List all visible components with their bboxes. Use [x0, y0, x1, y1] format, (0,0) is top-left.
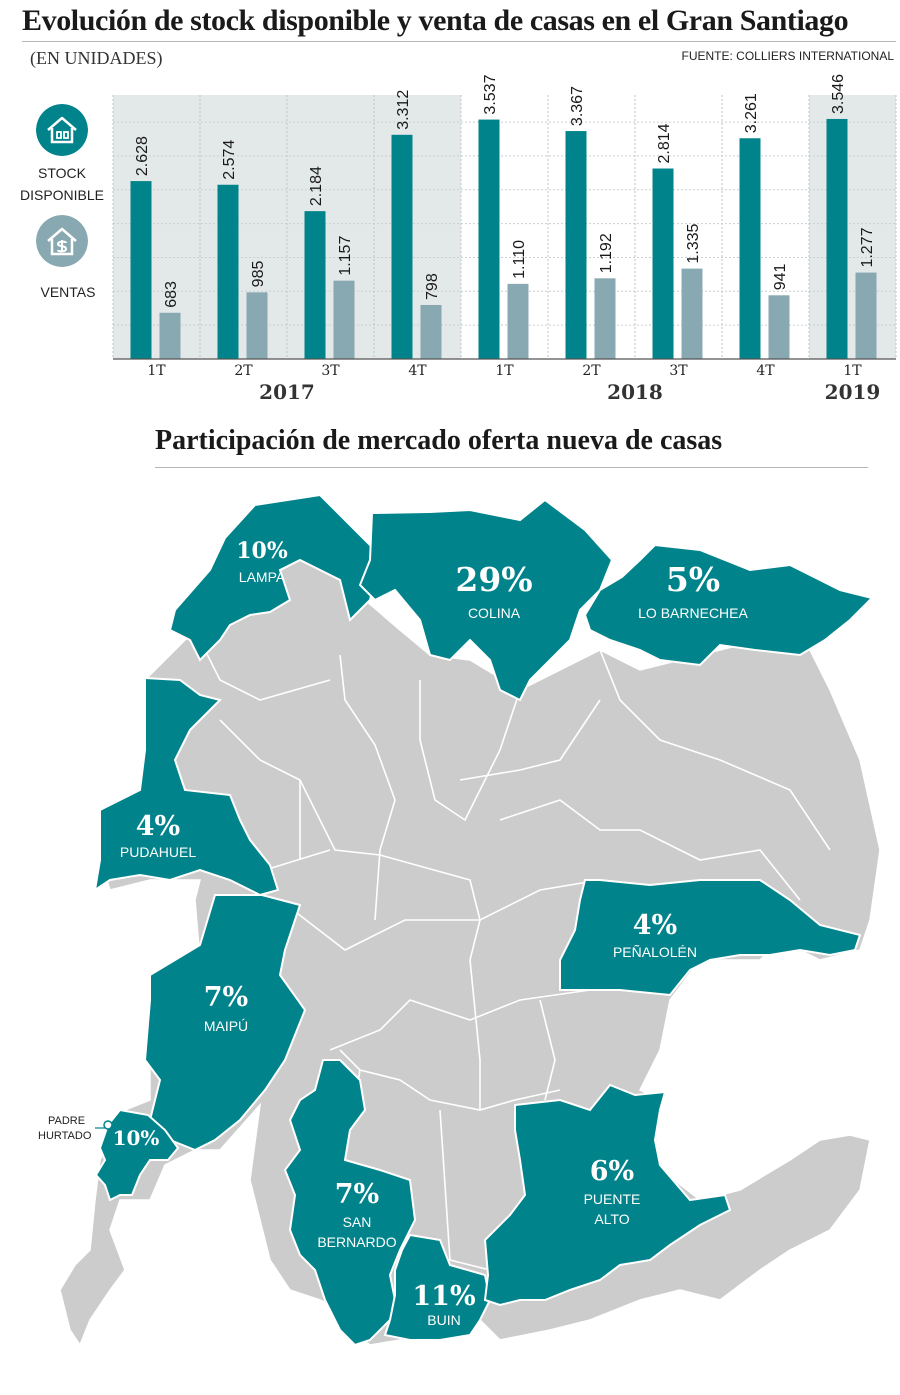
quarter-tick-label: 4T [756, 363, 775, 379]
bar-stock [130, 181, 152, 359]
bar-stock [391, 134, 413, 359]
bar-stock [217, 184, 239, 359]
house-dollar-icon [36, 215, 88, 267]
commune-name-penalolen: PEÑALOLÉN [613, 944, 697, 960]
quarter-tick-label: 3T [669, 363, 688, 379]
commune-shape-penalolen [559, 879, 862, 997]
source-note: FUENTE: COLLIERS INTERNATIONAL [681, 49, 894, 63]
commune-name-pudahuel: PUDAHUEL [120, 844, 196, 860]
bar-stock [652, 168, 674, 359]
commune-shape-lampa [168, 493, 382, 662]
bar-sales [246, 292, 268, 359]
map-title-rule [155, 467, 868, 468]
bar-sales [507, 283, 529, 359]
sales-value-label: 683 [163, 281, 180, 308]
commune-pct-puente-alto: 6% [590, 1156, 634, 1187]
sales-value-label: 1.277 [859, 227, 876, 267]
commune-shape-colina [358, 498, 614, 702]
commune-shape-puente-alto [483, 1083, 732, 1307]
legend-sales-label: VENTAS [40, 284, 96, 300]
stock-value-label: 3.261 [743, 93, 760, 133]
commune-name-lampa: LAMPA [239, 569, 286, 585]
stock-value-label: 2.574 [221, 140, 238, 180]
callout-dot [103, 1120, 113, 1130]
sales-value-label: 798 [424, 273, 441, 300]
commune-name-puente-alto: ALTO [594, 1211, 629, 1227]
commune-pct-lampa: 10% [236, 538, 288, 564]
quarter-tick-label: 4T [408, 363, 427, 379]
commune-name-lo-barnechea: LO BARNECHEA [638, 605, 748, 621]
stock-value-label: 2.628 [134, 136, 151, 176]
legend-stock-label: STOCK DISPONIBLE [19, 165, 105, 203]
bar-sales [159, 312, 181, 359]
commune-shape-buin [383, 1233, 492, 1341]
commune-shape-san-bernardo [283, 1059, 417, 1347]
chart-title: Evolución de stock disponible y venta de… [22, 4, 849, 37]
commune-pct-maipu: 7% [204, 982, 248, 1013]
sales-value-label: 1.192 [598, 233, 615, 273]
commune-pct-colina: 29% [455, 560, 532, 599]
quarter-tick-label: 2T [582, 363, 601, 379]
padre-hurtado-name-line1: PADRE [48, 1115, 85, 1127]
quarter-tick-label: 1T [495, 363, 514, 379]
quarter-tick-label: 1T [843, 363, 862, 379]
sales-value-label: 1.335 [685, 223, 702, 263]
commune-shape-padre-hurtado [94, 1108, 180, 1202]
year-label: 2018 [607, 380, 663, 404]
bar-sales [333, 280, 355, 359]
commune-pct-pudahuel: 4% [136, 811, 180, 842]
stock-value-label: 2.184 [308, 166, 325, 206]
commune-shape-maipu [143, 894, 307, 1152]
commune-pct-penalolen: 4% [633, 910, 677, 941]
bar-sales [681, 268, 703, 359]
commune-name-puente-alto: PUENTE [584, 1191, 641, 1207]
bar-sales [420, 304, 442, 359]
year-label: 2017 [259, 380, 315, 404]
stock-value-label: 3.367 [569, 86, 586, 126]
bar-sales [855, 272, 877, 359]
house-icon [36, 104, 88, 156]
chart-subtitle: (EN UNIDADES) [30, 48, 163, 68]
commune-shape-lo-barnechea [583, 543, 874, 667]
quarter-tick-label: 3T [321, 363, 340, 379]
stock-value-label: 3.312 [395, 90, 412, 130]
commune-name-san-bernardo: SAN [343, 1214, 372, 1230]
map-highlight-communes [93, 493, 874, 1347]
map-title: Participación de mercado oferta nueva de… [155, 425, 723, 456]
stock-value-label: 2.814 [656, 123, 673, 163]
quarter-tick-label: 2T [234, 363, 253, 379]
sales-value-label: 1.157 [337, 236, 354, 276]
year-label: 2019 [825, 380, 881, 404]
padre-hurtado-callout: PADRE HURTADO [38, 1115, 113, 1142]
commune-pct-lo-barnechea: 5% [666, 560, 720, 599]
commune-pct-buin: 11% [412, 1281, 475, 1312]
sales-value-label: 941 [772, 264, 789, 291]
commune-pct-padre-hurtado: 10% [113, 1126, 160, 1150]
bar-stock [304, 211, 326, 359]
quarter-tick-label: 1T [147, 363, 166, 379]
bar-sales [768, 295, 790, 359]
commune-pct-san-bernardo: 7% [335, 1179, 379, 1210]
commune-name-colina: COLINA [468, 605, 521, 621]
stock-value-label: 3.546 [830, 74, 847, 114]
commune-name-buin: BUIN [427, 1312, 460, 1328]
bar-stock [739, 138, 761, 359]
bar-stock [565, 131, 587, 359]
bar-stock [478, 119, 500, 359]
bar-sales [594, 278, 616, 359]
commune-name-maipu: MAIPÚ [204, 1018, 248, 1034]
stock-value-label: 3.537 [482, 74, 499, 114]
sales-value-label: 985 [250, 261, 267, 288]
commune-name-san-bernardo: BERNARDO [317, 1234, 396, 1250]
sales-value-label: 1.110 [511, 240, 528, 279]
title-rule [22, 41, 896, 42]
bar-stock [826, 118, 848, 359]
bar-chart: 2.628 2.574 2.184 3.312 3.537 3.367 2.814 3.261… [112, 74, 897, 404]
padre-hurtado-name-line2: HURTADO [38, 1130, 92, 1142]
year-panel-bg [809, 95, 896, 359]
